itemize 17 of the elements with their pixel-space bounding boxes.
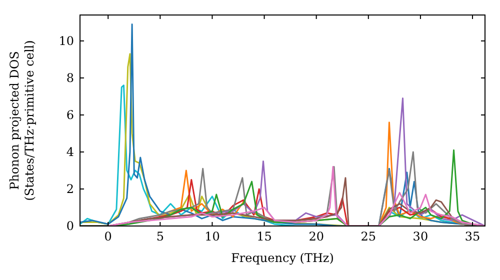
line-series — [107, 166, 485, 226]
y-tick-label: 8 — [66, 70, 74, 85]
y-tick-label: 0 — [66, 218, 74, 233]
x-tick-label: 0 — [104, 230, 112, 244]
x-tick-label: 15 — [256, 230, 272, 244]
x-tick-label: 10 — [204, 230, 220, 244]
y-tick-label: 2 — [66, 182, 74, 196]
y-tick-label: 10 — [58, 34, 74, 48]
x-tick-label: 25 — [360, 230, 376, 244]
y-axis-title: Phonon projected DOS (States/THz·primitive cell) — [8, 40, 36, 201]
x-tick-label: 20 — [308, 230, 324, 244]
y-tick-label: 4 — [66, 144, 74, 159]
x-tick-label: 5 — [156, 230, 164, 244]
y-tick-label: 6 — [66, 108, 74, 122]
x-tick-label: 35 — [464, 230, 480, 244]
x-tick-label: 30 — [412, 230, 428, 244]
x-axis-title: Frequency (THz) — [231, 251, 334, 265]
